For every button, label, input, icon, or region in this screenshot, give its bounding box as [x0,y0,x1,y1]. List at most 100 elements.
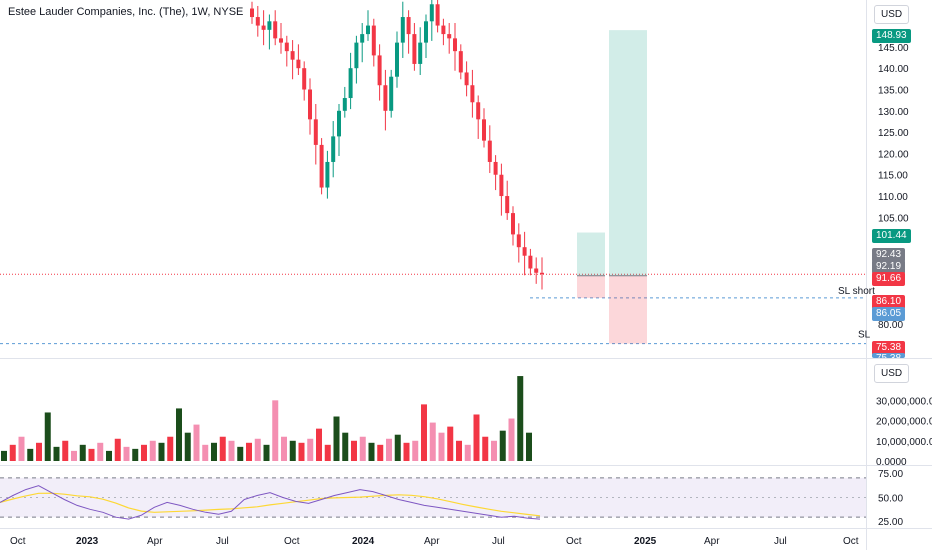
volume-bar [482,436,489,461]
candle-body [366,25,370,35]
candle-body [267,21,272,30]
candle-body [400,17,405,43]
volume-bar [211,442,217,461]
candle-body [371,25,376,56]
take-profit-badge: 101.44 [872,229,911,243]
candle-body [389,76,394,111]
volume-tick-label: 10,000,000.00 [876,437,932,448]
volume-bar [342,432,349,461]
price-tick-label: 135.00 [878,86,909,97]
short-position-loss-zone [577,275,605,298]
sl-badge-cut: 75.38 [872,353,906,358]
currency-button[interactable]: USD [874,5,910,24]
candle-body [505,196,510,214]
candle-body [302,68,307,90]
candle-body [319,144,324,188]
candle-body [331,136,336,162]
volume-bar [71,450,77,461]
volume-bar [394,434,401,461]
candle-body [348,68,353,99]
time-axis-label: Apr [147,536,163,547]
volume-bar [508,418,515,461]
candle-body [360,34,365,43]
volume-bar [219,436,226,461]
volume-bar [53,446,60,461]
volume-bar [526,432,532,461]
volume-bar [429,422,436,461]
volume-bar [193,424,200,461]
time-axis-label: Oct [843,536,859,547]
volume-bar [421,404,427,461]
candle-body [441,25,446,35]
volume-bar [447,426,454,461]
rsi-tick-label: 50.00 [878,494,903,505]
volume-bar [79,444,86,461]
price-tick-label: 145.00 [878,43,909,54]
candle-body [424,21,428,43]
time-axis-label: Jul [492,536,505,547]
time-axis-label: 2025 [634,536,657,547]
candle-body [429,4,434,22]
volume-bar [18,436,25,461]
volume-bar [88,448,95,461]
volume-bar [316,428,322,461]
volume-bar [9,444,16,461]
time-axis-label: Apr [704,536,720,547]
volume-bar [123,446,130,461]
volume-bar [412,440,419,461]
candle-body [308,89,312,120]
volume-bar [359,436,366,461]
volume-bar [272,400,279,461]
volume-bar [281,436,287,461]
candle-body [261,25,266,30]
volume-bar [176,408,182,461]
time-axis-label: Oct [284,536,300,547]
volume-bar [438,432,445,461]
volume-bar [132,448,139,461]
rsi-line [0,485,541,520]
volume-bar [351,440,357,461]
volume-bar [324,444,331,461]
volume-bar [333,416,340,461]
candle-body [395,42,399,77]
candle-body [482,119,486,141]
candle-body [255,17,260,26]
time-axis-label: 2024 [352,536,375,547]
candle-body [412,34,417,64]
volume-bar [106,450,112,461]
volume-bar [149,440,156,461]
volume-tick-label: 30,000,000.00 [876,396,932,407]
candle-body [377,55,382,86]
price-tick-label: 130.00 [878,107,909,118]
candle-body [464,72,469,86]
volume-bar [141,444,147,461]
volume-bar [246,442,252,461]
volume-tick-label: 0.0000 [876,457,907,468]
sl-label: SL [858,330,871,341]
candle-body [354,42,359,69]
volume-bar [473,414,480,461]
symbol-legend: Estee Lauder Companies, Inc. (The), 1W, … [6,5,246,19]
time-axis-label: Oct [10,536,26,547]
candle-body [418,42,423,64]
price-badge-3: 86.05 [872,307,906,321]
short-position-profit-zone [577,232,605,276]
volume-bar [377,444,384,461]
candle-body [528,255,533,269]
volume-currency-button[interactable]: USD [874,364,910,383]
candle-body [511,213,515,235]
symbol-title: Estee Lauder Companies, Inc. (The), 1W, … [8,6,244,18]
volume-bar [386,438,392,461]
candle-body [540,272,544,275]
candle-body [534,268,539,273]
volume-bar [1,450,7,461]
candle-body [383,85,388,111]
volume-bar [228,440,235,461]
candle-body [406,17,411,35]
candle-body [342,98,347,111]
sl-short-badge: 86.10 [872,295,906,309]
volume-bar [202,444,209,461]
candle-body [499,174,504,197]
